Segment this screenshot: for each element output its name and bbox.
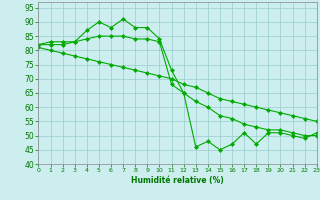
X-axis label: Humidité relative (%): Humidité relative (%) (131, 176, 224, 185)
